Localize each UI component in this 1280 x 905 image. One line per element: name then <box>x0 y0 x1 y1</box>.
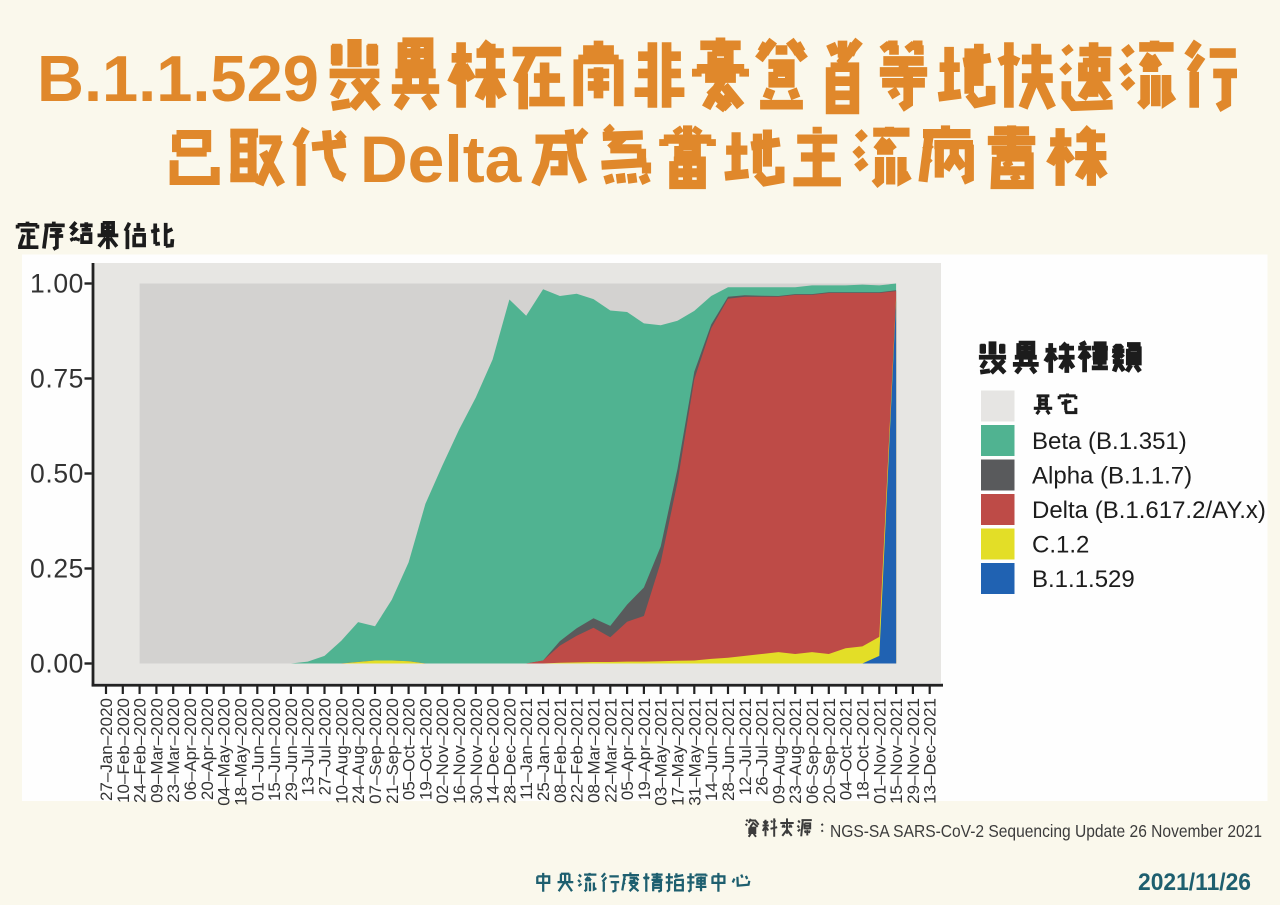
svg-text:13–Dec–2021: 13–Dec–2021 <box>921 698 940 804</box>
svg-text:24–Aug–2020: 24–Aug–2020 <box>349 698 368 804</box>
svg-text:0.75: 0.75 <box>30 364 84 394</box>
svg-text:10–Aug–2020: 10–Aug–2020 <box>332 698 351 804</box>
svg-text:08–Mar–2021: 08–Mar–2021 <box>585 698 604 803</box>
svg-text:16–Nov–2020: 16–Nov–2020 <box>450 698 469 804</box>
svg-text:20–Apr–2020: 20–Apr–2020 <box>198 698 217 800</box>
svg-text:21–Sep–2020: 21–Sep–2020 <box>383 698 402 804</box>
svg-text:NGS-SA SARS-CoV-2 Sequencing U: NGS-SA SARS-CoV-2 Sequencing Update 26 N… <box>830 821 1262 841</box>
svg-text:22–Feb–2021: 22–Feb–2021 <box>568 698 587 803</box>
svg-text:Delta: Delta <box>360 122 523 196</box>
svg-text:29–Jun–2020: 29–Jun–2020 <box>282 698 301 801</box>
svg-text:18–May–2020: 18–May–2020 <box>232 698 251 806</box>
svg-text:14–Dec–2020: 14–Dec–2020 <box>484 698 503 804</box>
svg-text:Alpha (B.1.1.7): Alpha (B.1.1.7) <box>1032 463 1192 490</box>
svg-text:19–Oct–2020: 19–Oct–2020 <box>416 698 435 800</box>
svg-text:09–Aug–2021: 09–Aug–2021 <box>769 698 788 804</box>
svg-text:C.1.2: C.1.2 <box>1032 532 1089 559</box>
svg-text:15–Nov–2021: 15–Nov–2021 <box>887 698 906 804</box>
svg-text:14–Jun–2021: 14–Jun–2021 <box>702 698 721 801</box>
svg-text:B.1.1.529: B.1.1.529 <box>37 42 319 115</box>
svg-text:15–Jun–2020: 15–Jun–2020 <box>265 698 284 801</box>
svg-text:29–Nov–2021: 29–Nov–2021 <box>904 698 923 804</box>
svg-text:22–Mar–2021: 22–Mar–2021 <box>601 698 620 803</box>
svg-text:13–Jul–2020: 13–Jul–2020 <box>299 698 318 795</box>
svg-text:04–May–2020: 04–May–2020 <box>215 698 234 806</box>
svg-text:20–Sep–2021: 20–Sep–2021 <box>820 698 839 804</box>
svg-text:Delta (B.1.617.2/AY.x): Delta (B.1.617.2/AY.x) <box>1032 497 1266 524</box>
svg-text:Beta (B.1.351): Beta (B.1.351) <box>1032 428 1187 455</box>
svg-text:11–Jan–2021: 11–Jan–2021 <box>517 698 536 800</box>
svg-text:04–Oct–2021: 04–Oct–2021 <box>837 698 856 800</box>
svg-text:0.50: 0.50 <box>30 459 84 489</box>
svg-text:31–May–2021: 31–May–2021 <box>685 698 704 806</box>
svg-text:07–Sep–2020: 07–Sep–2020 <box>366 698 385 804</box>
svg-text:26–Jul–2021: 26–Jul–2021 <box>753 698 772 795</box>
svg-text:05–Oct–2020: 05–Oct–2020 <box>400 698 419 800</box>
svg-text:30–Nov–2020: 30–Nov–2020 <box>467 698 486 804</box>
svg-text:01–Nov–2021: 01–Nov–2021 <box>870 698 889 804</box>
svg-text:08–Feb–2021: 08–Feb–2021 <box>551 698 570 803</box>
svg-text:28–Dec–2020: 28–Dec–2020 <box>500 698 519 804</box>
svg-text:B.1.1.529: B.1.1.529 <box>1032 566 1135 593</box>
svg-text:27–Jul–2020: 27–Jul–2020 <box>316 698 335 795</box>
svg-text:0.25: 0.25 <box>30 554 84 584</box>
svg-text:02–Nov–2020: 02–Nov–2020 <box>433 698 452 804</box>
svg-text:06–Apr–2020: 06–Apr–2020 <box>181 698 200 800</box>
svg-text:23–Mar–2020: 23–Mar–2020 <box>164 698 183 803</box>
svg-text:27–Jan–2020: 27–Jan–2020 <box>97 698 116 801</box>
svg-text:2021/11/26: 2021/11/26 <box>1138 869 1251 896</box>
svg-text:23–Aug–2021: 23–Aug–2021 <box>786 698 805 804</box>
svg-text:17–May–2021: 17–May–2021 <box>669 698 688 806</box>
svg-text:09–Mar–2020: 09–Mar–2020 <box>147 698 166 803</box>
svg-text:0.00: 0.00 <box>30 649 84 679</box>
svg-text:25–Jan–2021: 25–Jan–2021 <box>534 698 553 801</box>
svg-text:03–May–2021: 03–May–2021 <box>652 698 671 806</box>
svg-text:06–Sep–2021: 06–Sep–2021 <box>803 698 822 804</box>
svg-text:12–Jul–2021: 12–Jul–2021 <box>736 698 755 795</box>
svg-text:05–Apr–2021: 05–Apr–2021 <box>618 698 637 800</box>
svg-text:18–Oct–2021: 18–Oct–2021 <box>853 698 872 800</box>
svg-text:10–Feb–2020: 10–Feb–2020 <box>114 698 133 803</box>
svg-text:28–Jun–2021: 28–Jun–2021 <box>719 698 738 801</box>
svg-text:19–Apr–2021: 19–Apr–2021 <box>635 698 654 800</box>
svg-text:01–Jun–2020: 01–Jun–2020 <box>248 698 267 801</box>
svg-text:1.00: 1.00 <box>30 269 84 299</box>
svg-text:24–Feb–2020: 24–Feb–2020 <box>131 698 150 803</box>
